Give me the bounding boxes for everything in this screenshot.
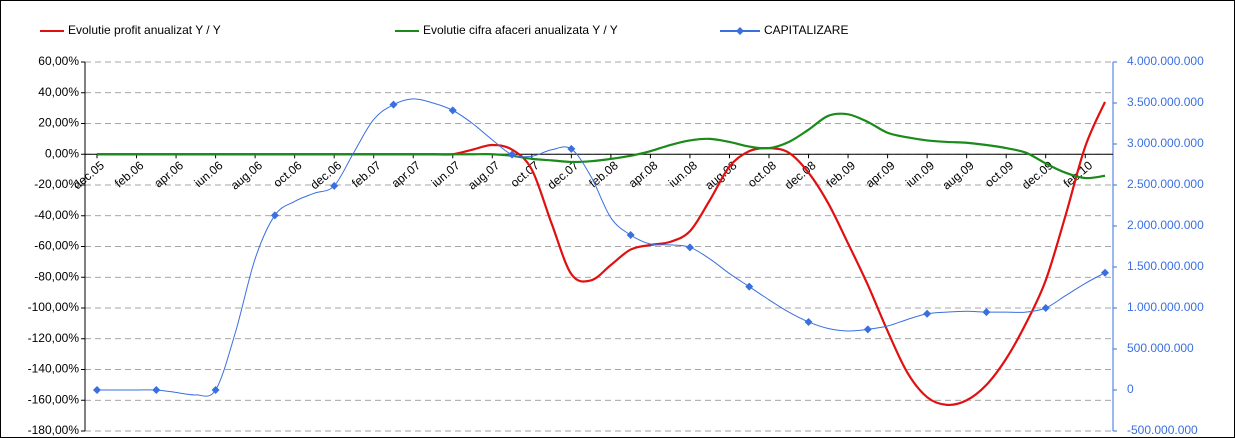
y-tick-label: 60,00% (38, 54, 79, 68)
series-line (97, 112, 1106, 180)
y-tick-label: -100,00% (28, 300, 80, 314)
y2-tick-label: 500.000.000 (1127, 341, 1194, 355)
point-marker (863, 325, 872, 334)
y2-tick-label: 3.500.000.000 (1127, 95, 1204, 109)
y-tick-label: 0,00% (45, 146, 79, 160)
legend-label: CAPITALIZARE (764, 23, 848, 37)
point-marker (982, 308, 991, 317)
y2-tick-label: 4.000.000.000 (1127, 54, 1204, 68)
point-marker (626, 231, 635, 240)
point-marker (685, 243, 694, 252)
point-marker (804, 317, 813, 326)
y-tick-label: -60,00% (34, 239, 79, 253)
point-marker (211, 386, 220, 394)
point-marker (508, 150, 517, 159)
y2-tick-label: 2.000.000.000 (1127, 218, 1204, 232)
legend-label: Evolutie cifra afaceri anualizata Y / Y (423, 23, 618, 37)
y2-tick-label: 2.500.000.000 (1127, 177, 1204, 191)
point-marker (93, 386, 101, 394)
y-tick-label: -160,00% (28, 392, 80, 406)
point-marker (389, 100, 398, 109)
point-marker (567, 144, 576, 153)
y-tick-label: -120,00% (28, 331, 80, 345)
series-line (97, 98, 1106, 397)
y2-tick-label: 1.500.000.000 (1127, 259, 1204, 273)
point-marker (1041, 304, 1050, 312)
legend-marker (736, 27, 744, 35)
y-tick-label: -40,00% (34, 208, 79, 222)
y-tick-label: -80,00% (34, 269, 79, 283)
y-tick-label: -140,00% (28, 362, 80, 376)
point-marker (152, 386, 161, 394)
point-marker (448, 106, 457, 115)
point-marker (1101, 268, 1109, 277)
legend-label: Evolutie profit anualizat Y / Y (68, 23, 221, 37)
point-marker (745, 282, 754, 291)
y2-tick-label: 0 (1127, 382, 1134, 396)
y-tick-label: -180,00% (28, 423, 80, 437)
y2-tick-label: -500.000.000 (1127, 423, 1198, 437)
y2-tick-label: 1.000.000.000 (1127, 300, 1204, 314)
y2-tick-label: 3.000.000.000 (1127, 136, 1204, 150)
point-marker (330, 181, 339, 190)
point-marker (270, 211, 279, 220)
y-tick-label: 20,00% (38, 116, 79, 130)
y-tick-label: 40,00% (38, 85, 79, 99)
point-marker (923, 309, 932, 318)
y-tick-label: -20,00% (34, 177, 79, 191)
